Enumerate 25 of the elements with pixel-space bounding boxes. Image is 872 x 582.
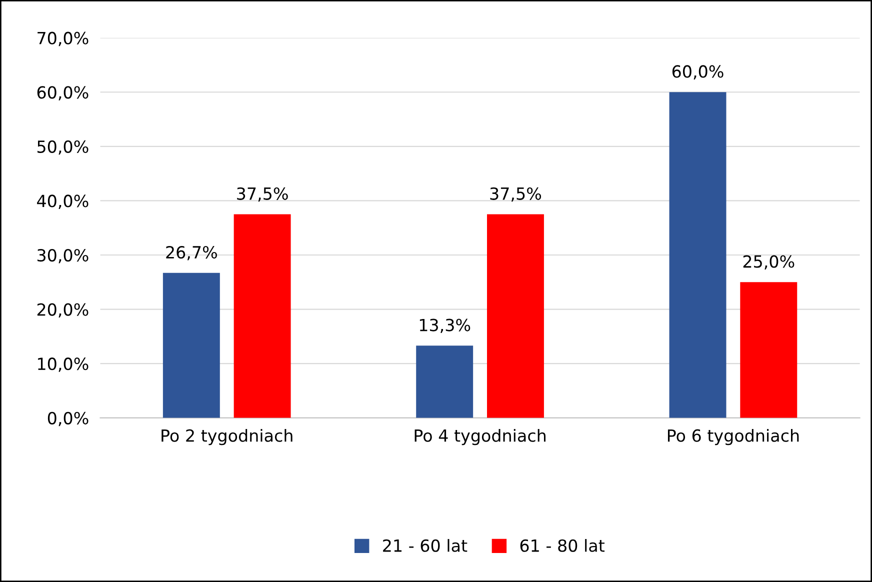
x-tick-label: Po 6 tygodniach [668,428,799,446]
data-label: 25,0% [743,255,794,270]
y-tick-label: 30,0% [37,248,88,264]
y-tick-label: 0,0% [48,412,88,426]
y-tick-label: 60,0% [37,86,88,100]
y-tick-label: 40,0% [37,194,88,209]
data-label: 60,0% [672,65,724,80]
bar [416,346,474,418]
legend-label: 61 - 80 lat [520,539,605,552]
bar [234,214,291,418]
bar [669,92,726,418]
data-label: 37,5% [237,187,288,202]
y-tick-label: 70,0% [38,32,88,46]
bar [740,282,798,418]
bar [162,272,220,418]
bar [487,214,544,418]
x-tick-label: Po 4 tygodniach [414,428,546,446]
y-tick-label: 20,0% [37,303,88,318]
y-tick-label: 50,0% [38,140,88,155]
data-label: 37,5% [490,187,542,202]
x-tick-label: Po 2 tygodniach [162,428,292,446]
legend-label: 21 - 60 lat [383,539,468,552]
data-label: 13,3% [420,318,470,334]
y-tick-label: 10,0% [38,358,88,372]
data-label: 26,7% [166,246,217,260]
